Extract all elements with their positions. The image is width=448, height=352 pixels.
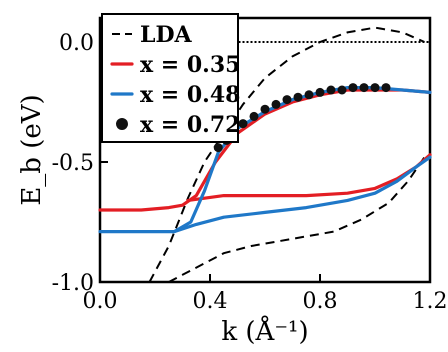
series-0-line-0 (148, 26, 425, 283)
y-tick-label-2: -1.0 (52, 271, 94, 296)
series-1-line-0 (98, 88, 432, 212)
series-3-point-11 (326, 85, 336, 95)
legend-label-3: x = 0.72 (140, 112, 240, 138)
x-tick-label-1: 0.4 (193, 289, 228, 314)
legend-marker-3 (116, 118, 128, 130)
series-3-point-9 (304, 90, 314, 100)
legend-label-2: x = 0.48 (140, 82, 240, 108)
series-3-point-16 (381, 83, 391, 93)
y-tick-label-1: -0.5 (52, 151, 94, 176)
legend-label-0: LDA (140, 22, 193, 48)
series-3-point-7 (282, 95, 292, 105)
series-3-point-8 (293, 92, 303, 102)
series-2-line-1 (172, 155, 432, 234)
series-3-point-10 (315, 87, 325, 97)
series-3-point-15 (370, 83, 380, 93)
series-3-point-14 (359, 83, 369, 93)
series-3-point-0 (213, 143, 223, 153)
axes-layer: 0.0 0.4 0.8 1.2 0.0 -0.5 -1.0 (52, 31, 448, 314)
legend-label-1: x = 0.35 (140, 52, 240, 78)
series-3-point-12 (337, 85, 347, 95)
series-3-point-6 (271, 99, 281, 109)
series-3-point-13 (348, 83, 358, 93)
series-3-point-3 (238, 119, 248, 129)
x-tick-label-2: 0.8 (303, 289, 338, 314)
x-axis-label: k (Å⁻¹) (221, 315, 308, 347)
series-0-line-1 (168, 156, 426, 283)
series-3-point-4 (249, 111, 259, 121)
y-axis-label: E_b (eV) (17, 94, 47, 205)
x-tick-label-0: 0.0 (83, 289, 118, 314)
legend: LDA x = 0.35 x = 0.48 x = 0.72 (101, 13, 240, 143)
series-3-point-5 (260, 104, 270, 114)
y-tick-label-0: 0.0 (59, 31, 94, 56)
x-tick-label-3: 1.2 (413, 289, 448, 314)
